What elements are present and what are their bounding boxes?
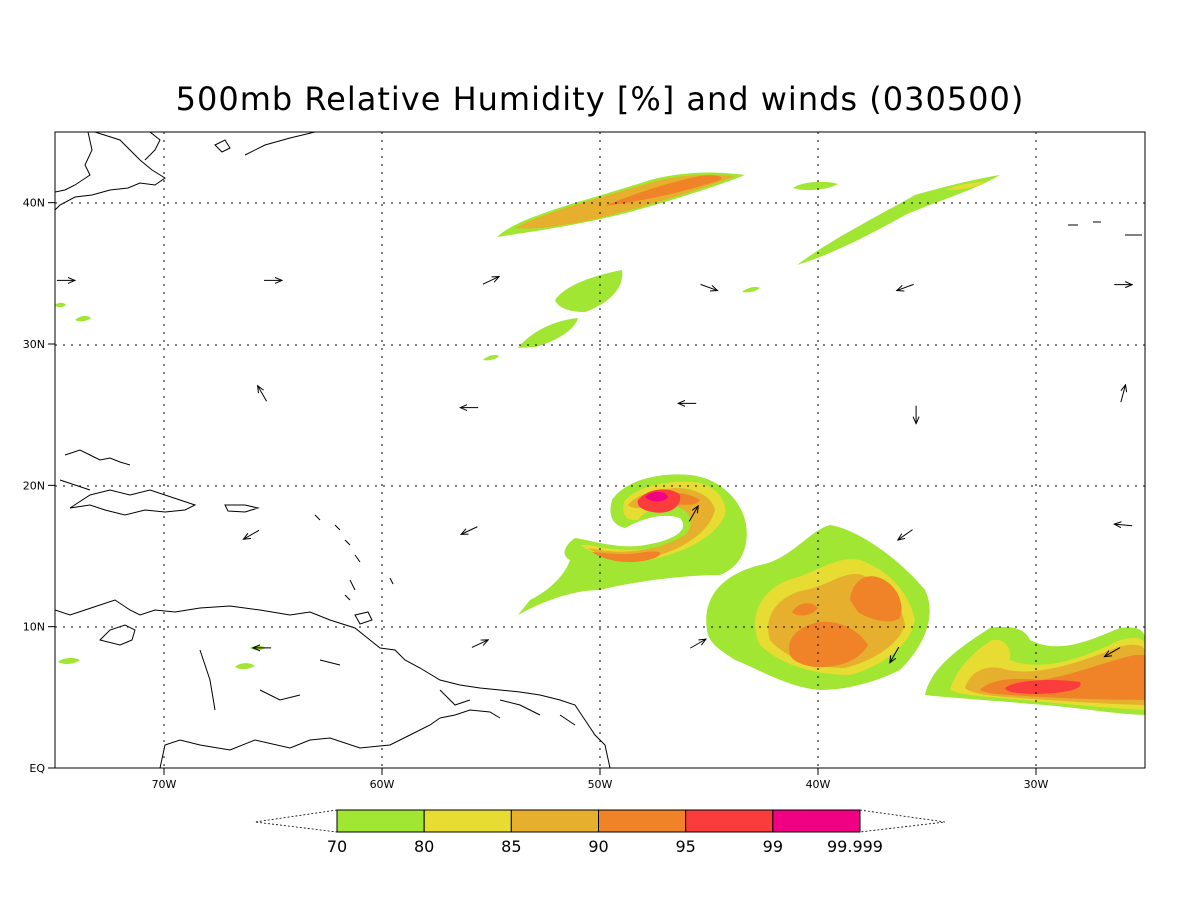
wind-vector [898, 529, 913, 540]
rh-spot-70c [742, 287, 760, 293]
lon-tick-label: 40W [806, 778, 831, 791]
wind-vector [897, 283, 914, 290]
colorbar-swatch [772, 809, 861, 833]
humidity-field [55, 172, 1145, 715]
coast-hispaniola [69, 489, 197, 516]
wind-vector [690, 639, 706, 649]
wind-vector [700, 283, 718, 290]
colorbar-label: 85 [501, 837, 521, 856]
rh-itcz-main-90c [792, 603, 818, 616]
lat-tick-label: 10N [23, 621, 45, 634]
colorbar-label: 95 [675, 837, 695, 856]
coast-puerto-rico [224, 504, 260, 513]
rh-itcz-main-90a [789, 621, 868, 668]
colorbar-swatch [336, 809, 425, 833]
page-title: 500mb Relative Humidity [%] and winds (0… [175, 80, 1025, 118]
lon-tick-label: 30W [1024, 778, 1049, 791]
wind-vector [258, 386, 268, 402]
coast-south-america [55, 599, 611, 768]
colorbar-swatch [685, 809, 774, 833]
lat-tick-label: 40N [23, 197, 45, 210]
rh-spot-70d [75, 315, 91, 322]
rh-spot-70b [483, 355, 499, 361]
coast-trinidad [354, 611, 373, 625]
rh-itcz-east-95 [1005, 680, 1081, 694]
rh-spot-70e [55, 302, 66, 308]
lon-tick-label: 60W [370, 778, 395, 791]
coast-lesser-antilles [314, 514, 394, 601]
colorbar-swatch [510, 809, 600, 833]
wind-vector [688, 506, 698, 522]
wind-vector [482, 277, 499, 285]
wind-vector [1114, 524, 1133, 526]
coastlines [55, 132, 1142, 768]
rh-cyclone-85 [588, 488, 715, 560]
coast-canada [144, 132, 316, 161]
lat-tick-label: 30N [23, 338, 45, 351]
colorbar-right-extension [859, 809, 946, 833]
rh-itcz-main-90b [850, 576, 902, 622]
rh-blob-34n-70 [555, 270, 623, 312]
wind-vector [461, 526, 478, 535]
wind-vector [1105, 647, 1121, 657]
wind-vector [471, 640, 488, 648]
rh-cyclone-99 [645, 491, 668, 502]
colorbar-label: 70 [327, 837, 347, 856]
colorbar: 70 80 85 90 95 99 99.999 [254, 809, 946, 856]
wind-vector [890, 646, 900, 663]
colorbar-label: 90 [588, 837, 608, 856]
grid-lines [55, 132, 1145, 768]
colorbar-label: 99 [763, 837, 783, 856]
coast-inland-rivers [199, 649, 576, 726]
lat-tick-label: EQ [29, 762, 45, 775]
colorbar-left-extension [254, 809, 338, 833]
rh-spot-70a [793, 181, 838, 191]
wind-vectors [56, 277, 1133, 663]
lon-tick-label: 50W [588, 778, 613, 791]
colorbar-swatch [598, 809, 687, 833]
lon-tick-label: 70W [152, 778, 177, 791]
coast-cuba [59, 449, 131, 491]
coast-azores [1068, 221, 1142, 236]
rh-band-north-90 [605, 175, 722, 206]
wind-vector [243, 529, 260, 539]
colorbar-label: 80 [414, 837, 434, 856]
rh-spot-70f [58, 657, 80, 665]
map-axes: 70W 60W 50W 40W 30W EQ 10N 20N 30N 40N [23, 197, 1049, 791]
lat-tick-label: 20N [23, 479, 45, 492]
colorbar-swatch [423, 809, 512, 833]
wind-vector [1120, 385, 1126, 403]
rh-blob-32n-70 [518, 318, 578, 348]
rh-band-northeast-80 [945, 182, 985, 190]
colorbar-label: 99.999 [827, 837, 883, 856]
coast-northeast-us [55, 132, 166, 211]
rh-spot-70g [235, 663, 255, 670]
rh-cyclone-90 [592, 492, 700, 563]
rh-band-northeast-70 [797, 175, 1000, 265]
